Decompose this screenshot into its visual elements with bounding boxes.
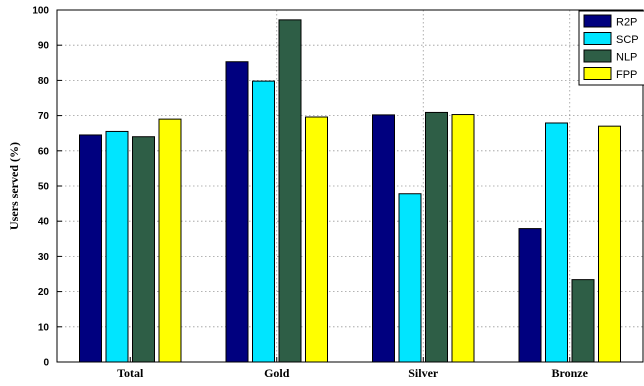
y-tick-label: 0: [43, 358, 49, 369]
y-tick-label: 100: [32, 6, 49, 17]
y-tick-label: 10: [38, 322, 50, 333]
y-tick-label: 60: [38, 146, 50, 157]
y-tick-label: 30: [38, 252, 50, 263]
legend-label-fpp: FPP: [616, 69, 637, 81]
y-axis-label: Users served (%): [7, 142, 21, 230]
bar-nlp-gold: [278, 19, 302, 363]
axis-ticks: [57, 9, 571, 363]
legend-label-scp: SCP: [616, 34, 639, 46]
legend-label-r2p: R2P: [616, 17, 637, 29]
bar-nlp-bronze: [571, 279, 595, 363]
legend-swatch-r2p: [583, 14, 612, 28]
x-category-label: Gold: [264, 366, 290, 380]
legend-swatch-nlp: [583, 49, 612, 63]
bar-scp-silver: [398, 193, 422, 363]
y-tick-label: 50: [38, 182, 50, 193]
bar-r2p-bronze: [518, 228, 542, 363]
bar-r2p-gold: [225, 61, 249, 363]
bar-fpp-bronze: [598, 125, 621, 363]
y-tick-label: 80: [38, 76, 50, 87]
x-category-label: Bronze: [552, 366, 589, 380]
bar-fpp-total: [158, 118, 182, 363]
bar-r2p-total: [79, 134, 102, 363]
legend-swatch-scp: [583, 32, 612, 45]
y-tick-label: 70: [38, 111, 50, 122]
bar-scp-bronze: [545, 122, 568, 363]
y-tick-label: 20: [38, 287, 50, 298]
legend: R2P SCP NLP FPP: [578, 10, 644, 86]
y-tick-label: 90: [38, 41, 50, 52]
bar-nlp-silver: [425, 111, 448, 363]
bars: [79, 19, 621, 363]
x-category-label: Total: [117, 366, 144, 380]
bar-r2p-silver: [372, 114, 395, 363]
legend-swatch-fpp: [583, 67, 612, 80]
y-tick-label: 40: [38, 217, 50, 228]
x-category-label: Silver: [408, 366, 439, 380]
bar-fpp-gold: [305, 116, 328, 363]
bar-nlp-total: [132, 136, 155, 363]
bar-scp-gold: [252, 80, 275, 363]
x-category-labels: Total Gold Silver Bronze: [117, 366, 589, 380]
legend-label-nlp: NLP: [616, 52, 637, 64]
y-tick-labels: 0 10 20 30 40 50 60 70 80 90 100: [32, 6, 49, 369]
bar-scp-total: [105, 130, 129, 363]
bar-fpp-silver: [451, 114, 475, 363]
